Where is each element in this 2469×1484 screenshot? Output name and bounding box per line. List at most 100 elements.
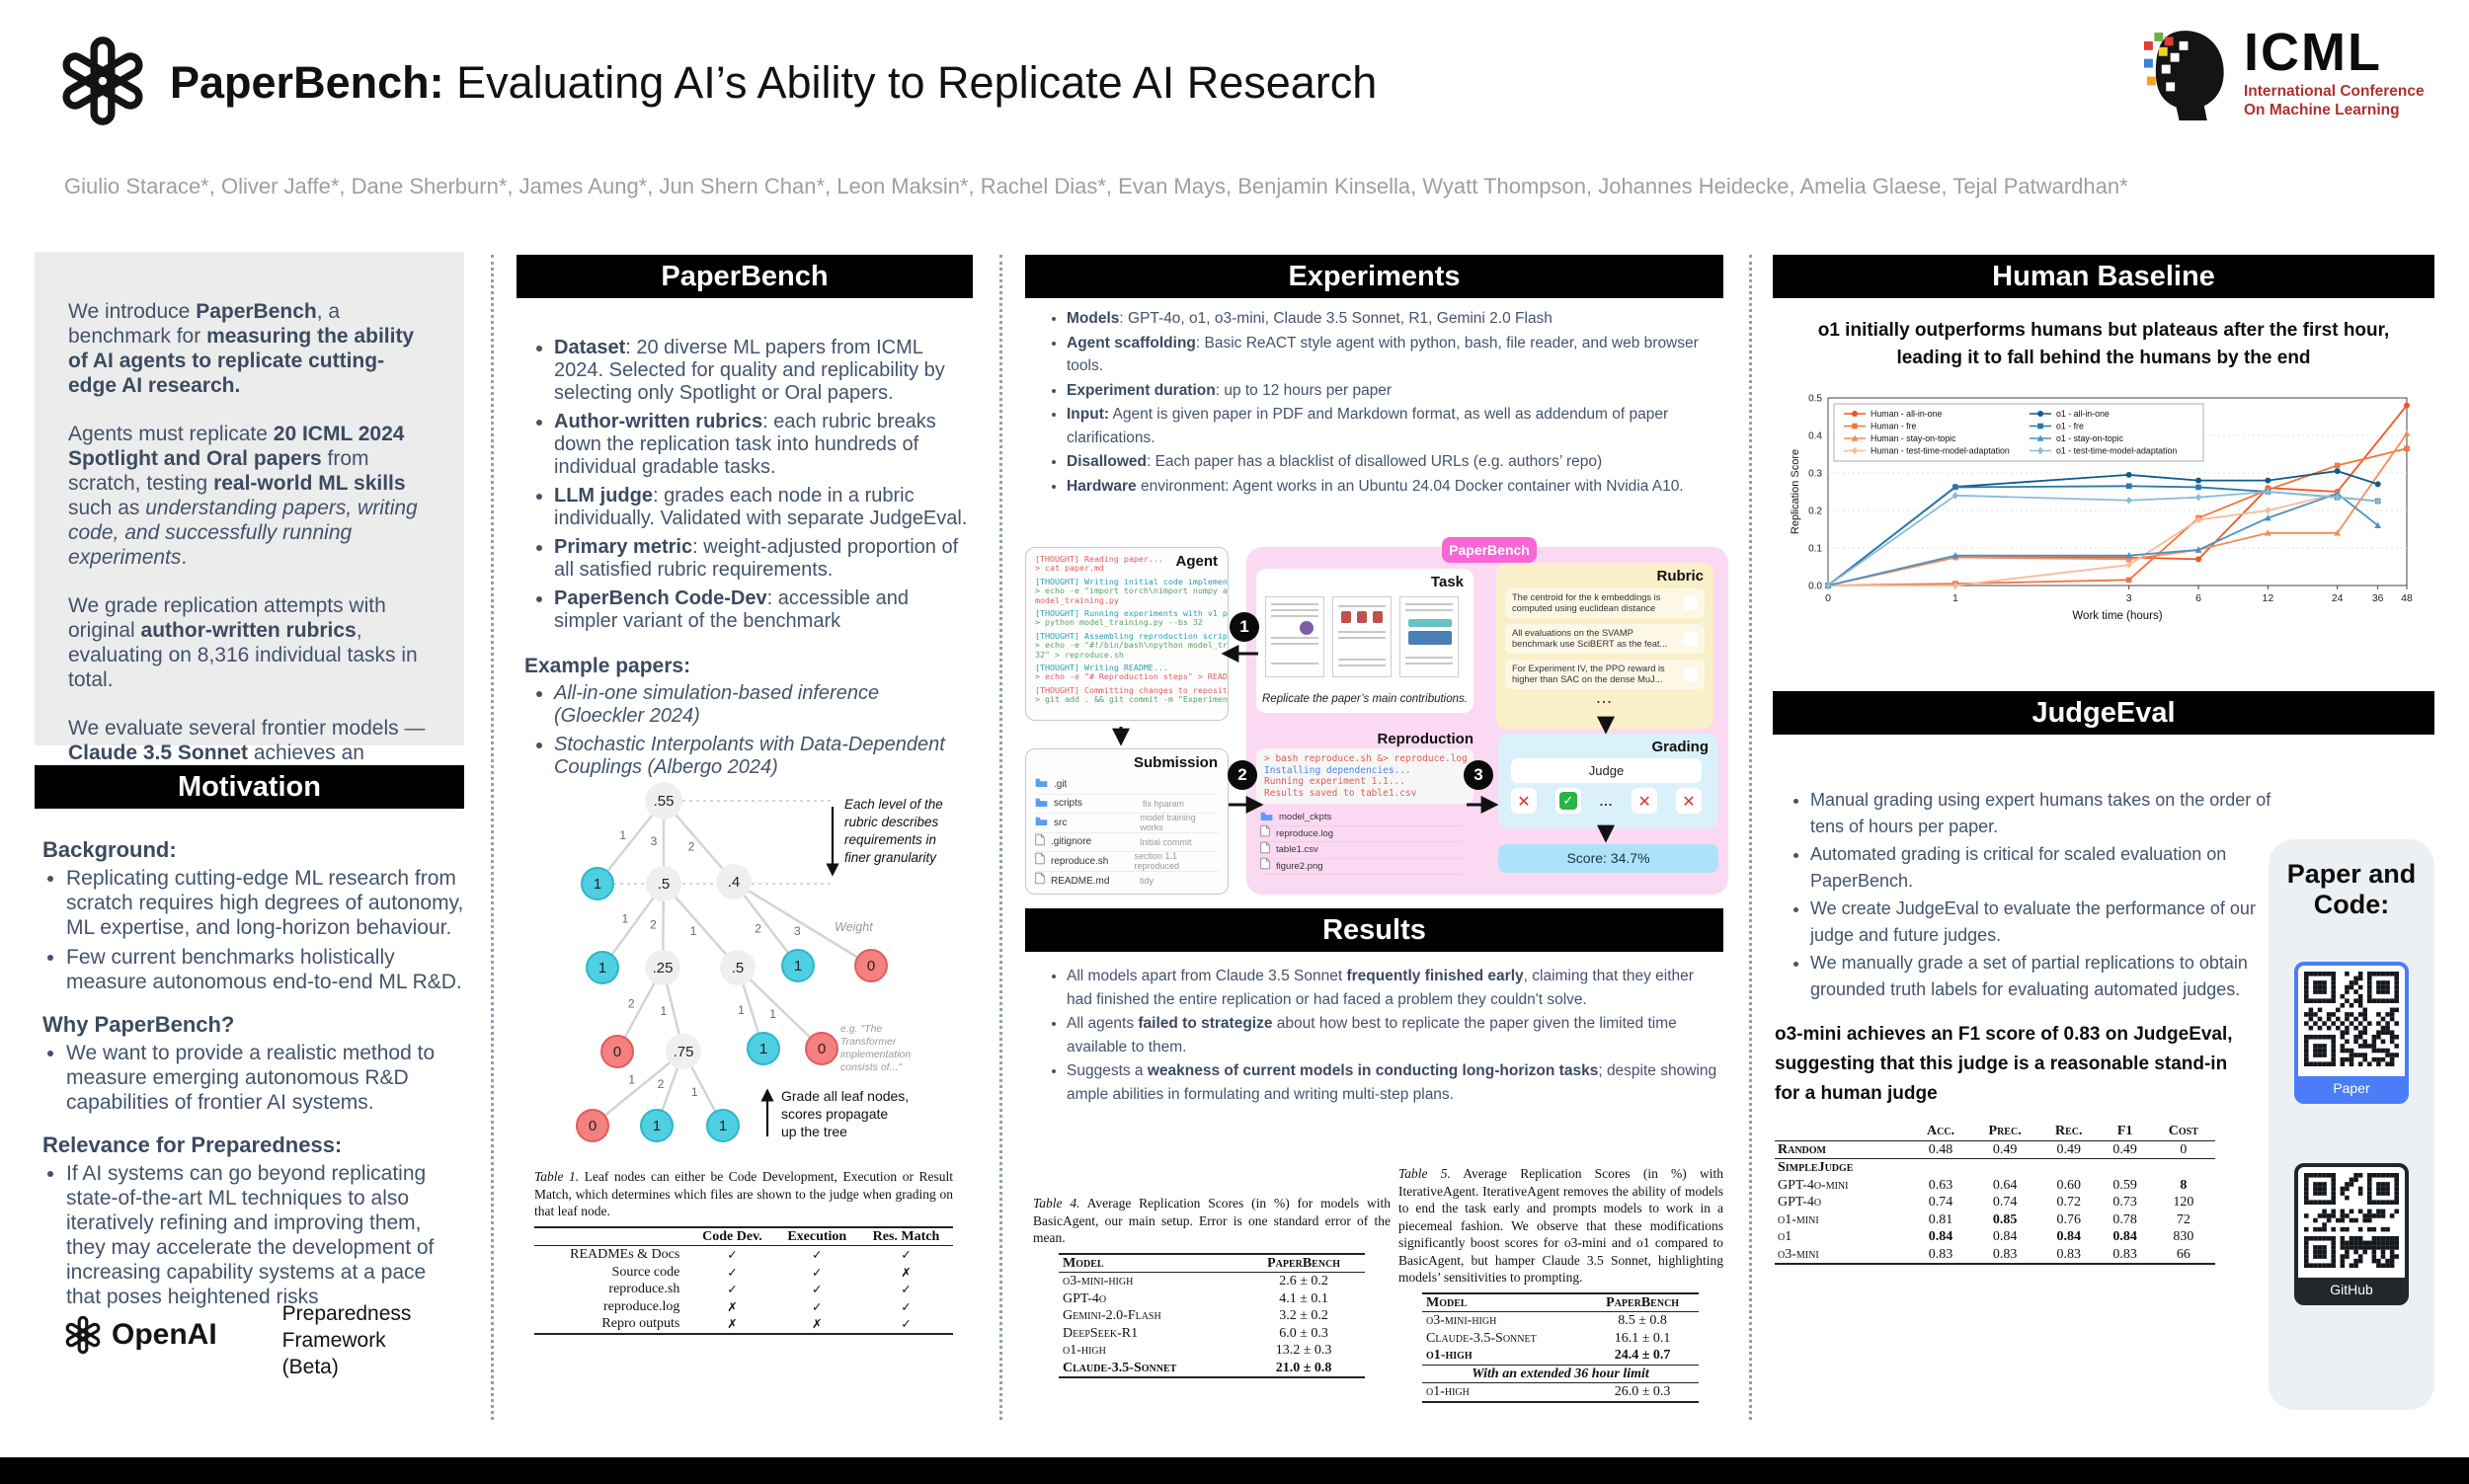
bullet-item: All models apart from Claude 3.5 Sonnet …	[1067, 965, 1718, 1011]
paperbench-list: Dataset: 20 diverse ML papers from ICML …	[522, 337, 969, 639]
submission-label: Submission	[1133, 754, 1218, 771]
openai-wordmark: OpenAI	[112, 1318, 217, 1351]
table-row: Repro outputs ✗ ✗ ✓	[534, 1315, 953, 1334]
table-row: Gemini-2.0-Flash 3.2 ± 0.2	[1063, 1308, 1328, 1323]
terminal-line: [THOUGHT] Committing changes to reposito…	[1035, 684, 1228, 695]
reproduction-terminal: > bash reproduce.sh &> reproduce.log Inst…	[1256, 748, 1473, 804]
svg-text:3: 3	[794, 924, 801, 938]
preparedness-row: OpenAI Preparedness Framework (Beta)	[62, 1300, 457, 1380]
table-row: Random 0.48 0.49 0.49 0.49 0	[1775, 1140, 2215, 1159]
terminal-line: 32" > reproduce.sh	[1035, 649, 1124, 660]
file-icon	[1035, 872, 1045, 890]
submission-box: Submission .git scripts fix hparam src model…	[1025, 748, 1229, 895]
svg-text:scores propagate: scores propagate	[781, 1106, 888, 1122]
file-icon	[1260, 841, 1270, 859]
column-human-baseline: Human Baseline o1 initially outperforms …	[1773, 252, 2434, 1427]
motivation-heading: Background:	[42, 837, 177, 862]
intro-paragraph: We introduce PaperBench, a benchmark for…	[68, 300, 415, 397]
column-experiments: Experiments Models: GPT-4o, o1, o3-mini,…	[1025, 252, 1728, 1427]
leaf-node-table: Code Dev. Execution Res. Match READMEs & Do…	[534, 1226, 953, 1335]
preparedness-framework-label: Preparedness Framework (Beta)	[282, 1300, 412, 1380]
openai-brand: OpenAI	[62, 1314, 217, 1356]
rubric-box: Rubric The centroid for the k embeddings…	[1496, 563, 1713, 729]
step-3-badge: 3	[1464, 760, 1493, 790]
svg-text:1: 1	[794, 958, 802, 975]
paper-qr-label: Paper	[2298, 1076, 2405, 1100]
svg-text:implementation: implementation	[840, 1049, 911, 1060]
motivation-heading: Why PaperBench?	[42, 1012, 235, 1037]
check-icon: ✓	[1554, 788, 1581, 814]
svg-text:36: 36	[2372, 592, 2384, 604]
terminal-line: model_training.py	[1035, 594, 1119, 605]
svg-text:0.1: 0.1	[1808, 544, 1822, 555]
terminal-line: [THOUGHT] Reading paper...	[1035, 554, 1163, 564]
rubric-item-text: For Experiment IV, the PPO reward is hig…	[1512, 664, 1665, 684]
bullet-item: We manually grade a set of partial repli…	[1810, 950, 2272, 1002]
column-abstract: We introduce PaperBench, a benchmark for…	[35, 252, 464, 1427]
reproduction-label: Reproduction	[1377, 731, 1474, 747]
results-tables: Table 4. Average Replication Scores (in …	[1025, 1165, 1723, 1422]
icml-text: ICML International Conference On Machine…	[2244, 26, 2425, 119]
section-header-judgeeval: JudgeEval	[1773, 691, 2434, 735]
cross-icon: ✕	[1675, 788, 1702, 814]
bullet-item: Disallowed: Each paper has a blacklist o…	[1067, 450, 1718, 474]
table-row: GPT-4o 4.1 ± 0.1	[1063, 1290, 1328, 1306]
rubric-items: The centroid for the k embeddings is com…	[1496, 588, 1713, 689]
bullet-item: Dataset: 20 diverse ML papers from ICML …	[554, 337, 969, 405]
grading-label: Grading	[1651, 739, 1709, 755]
file-row: table1.csv	[1260, 841, 1464, 859]
svg-text:0.5: 0.5	[1808, 394, 1822, 405]
terminal-line: [THOUGHT] Writing initial code implement…	[1035, 576, 1228, 586]
file-name: .git	[1054, 778, 1068, 790]
bullet-item: Input: Agent is given paper in PDF and M…	[1067, 403, 1718, 449]
file-name: README.md	[1051, 875, 1110, 887]
task-label: Task	[1430, 574, 1464, 590]
chart-legend: Human - all-in-one Human - fre Human - sta…	[1833, 403, 2204, 462]
svg-text:1: 1	[759, 1041, 767, 1057]
file-note: section 1.1 reproduced	[1134, 851, 1180, 872]
table-caption: Table 5. Average Replication Scores (in …	[1398, 1166, 1723, 1285]
rubric-label: Rubric	[1656, 568, 1704, 585]
folder-icon	[1035, 795, 1048, 813]
file-note: fix hparam	[1143, 798, 1185, 809]
judgeeval-highlight: o3-mini achieves an F1 score of 0.83 on …	[1775, 1024, 2233, 1104]
submission-files: .git scripts fix hparam src model training w…	[1035, 775, 1219, 891]
bullet-item: All-in-one simulation-based inference (G…	[554, 682, 969, 728]
svg-text:Human - all-in-one: Human - all-in-one	[1871, 409, 1942, 419]
file-name: scripts	[1054, 798, 1082, 810]
svg-text:.5: .5	[658, 876, 671, 893]
section-header-experiments: Experiments	[1025, 255, 1723, 298]
paper-page-icon	[1265, 596, 1324, 677]
svg-text:1: 1	[622, 912, 629, 926]
svg-text:0: 0	[867, 958, 875, 975]
agent-box: Agent [THOUGHT] Reading paper... > cat pa…	[1025, 547, 1229, 721]
svg-text:2: 2	[650, 917, 657, 931]
motivation-list: Replicating cutting-edge ML research fro…	[35, 866, 464, 994]
svg-text:12: 12	[2263, 592, 2274, 604]
file-row: reproduce.log	[1260, 824, 1464, 842]
table4: Table 4. Average Replication Scores (in …	[1033, 1195, 1391, 1378]
file-name: model_ckpts	[1279, 812, 1332, 823]
svg-text:o1 - stay-on-topic: o1 - stay-on-topic	[2056, 433, 2124, 443]
table-row: With an extended 36 hour limit	[1422, 1364, 1699, 1383]
svg-text:24: 24	[2332, 592, 2344, 604]
paperbench-region: PaperBench Task	[1246, 537, 1728, 895]
column-divider	[1749, 255, 1752, 1420]
file-note: model training works	[1140, 813, 1196, 833]
svg-text:.5: .5	[732, 960, 745, 976]
page-title: PaperBench: Evaluating AI’s Ability to R…	[170, 57, 1377, 109]
svg-text:1: 1	[598, 960, 606, 976]
cross-icon: ✕	[1511, 788, 1537, 814]
icml-wordmark: ICML	[2244, 23, 2382, 82]
svg-text:1: 1	[653, 1118, 661, 1134]
svg-text:finer granularity: finer granularity	[844, 850, 937, 865]
rubric-checkbox	[1684, 596, 1698, 610]
svg-text:o1 - all-in-one: o1 - all-in-one	[2056, 409, 2110, 419]
terminal-line: > echo -e "#!/bin/bash\npython model_tra…	[1035, 640, 1228, 651]
example-papers-heading: Example papers:	[524, 655, 691, 677]
section-header-paperbench: PaperBench	[517, 255, 973, 298]
terminal-line: Running experiment 1.1...	[1264, 776, 1405, 787]
section-header-results: Results	[1025, 908, 1723, 952]
column-divider	[491, 255, 494, 1420]
cross-icon: ✕	[1632, 788, 1658, 814]
